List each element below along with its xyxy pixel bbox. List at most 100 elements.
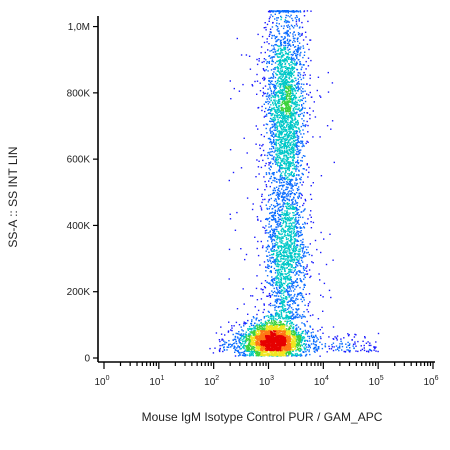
data-point bbox=[277, 142, 280, 145]
data-point bbox=[284, 276, 286, 278]
data-point bbox=[352, 345, 354, 347]
data-point bbox=[277, 282, 279, 284]
data-point bbox=[284, 10, 286, 13]
data-point bbox=[370, 344, 372, 347]
data-point bbox=[294, 203, 296, 205]
data-point bbox=[300, 149, 302, 151]
data-point bbox=[265, 127, 267, 130]
data-point bbox=[275, 219, 277, 221]
data-point bbox=[281, 179, 284, 181]
data-point bbox=[297, 235, 300, 238]
data-point bbox=[274, 135, 276, 137]
data-point bbox=[274, 119, 277, 121]
data-point bbox=[287, 278, 290, 280]
data-point bbox=[273, 138, 275, 141]
data-point bbox=[289, 231, 291, 234]
data-point bbox=[279, 68, 281, 70]
data-point bbox=[274, 93, 276, 96]
data-point bbox=[289, 143, 291, 146]
data-point bbox=[278, 53, 281, 55]
data-point bbox=[285, 76, 287, 79]
data-point bbox=[301, 140, 303, 142]
data-point bbox=[293, 132, 295, 134]
data-point bbox=[275, 44, 277, 46]
data-point bbox=[224, 334, 226, 336]
data-point bbox=[283, 70, 286, 72]
data-point bbox=[282, 158, 284, 160]
data-point bbox=[256, 93, 258, 95]
data-point bbox=[285, 328, 288, 330]
data-point bbox=[287, 104, 289, 106]
data-point bbox=[295, 202, 298, 204]
data-point bbox=[249, 340, 252, 343]
data-point bbox=[281, 247, 283, 250]
data-point bbox=[271, 123, 273, 126]
data-point bbox=[296, 328, 298, 330]
data-point bbox=[274, 51, 277, 53]
data-point bbox=[281, 161, 283, 163]
data-point bbox=[289, 325, 292, 327]
data-point bbox=[304, 208, 306, 210]
data-point bbox=[285, 355, 287, 357]
data-point bbox=[272, 96, 274, 98]
data-point bbox=[299, 347, 301, 349]
data-point bbox=[297, 51, 299, 54]
data-point bbox=[303, 339, 306, 342]
data-point bbox=[272, 157, 275, 159]
data-point bbox=[300, 176, 302, 179]
data-point bbox=[288, 21, 291, 23]
data-point bbox=[281, 257, 283, 260]
data-point bbox=[288, 63, 290, 65]
data-point bbox=[282, 124, 284, 126]
data-point bbox=[301, 21, 303, 24]
data-point bbox=[276, 53, 278, 55]
data-point bbox=[247, 348, 249, 350]
data-point bbox=[283, 77, 286, 80]
data-point bbox=[293, 166, 296, 168]
data-point bbox=[267, 240, 269, 242]
data-point bbox=[266, 217, 268, 220]
data-point bbox=[264, 115, 266, 117]
data-point bbox=[292, 41, 294, 43]
data-point bbox=[349, 347, 351, 349]
data-point bbox=[307, 343, 310, 346]
data-point bbox=[307, 246, 309, 248]
data-point bbox=[301, 112, 303, 115]
data-point bbox=[289, 277, 292, 279]
data-point bbox=[306, 222, 308, 225]
data-point bbox=[288, 300, 290, 302]
data-point bbox=[284, 133, 287, 136]
data-point bbox=[301, 296, 304, 298]
data-point bbox=[330, 348, 333, 350]
data-point bbox=[214, 347, 216, 349]
data-point bbox=[286, 67, 288, 69]
data-point bbox=[296, 346, 298, 349]
data-point bbox=[273, 231, 276, 233]
data-point bbox=[284, 100, 286, 103]
data-point bbox=[279, 11, 281, 14]
data-point bbox=[278, 313, 280, 315]
data-point bbox=[290, 290, 292, 292]
data-point bbox=[306, 333, 308, 335]
data-point bbox=[293, 143, 295, 146]
data-point bbox=[345, 343, 347, 345]
data-point bbox=[241, 343, 243, 345]
data-point bbox=[286, 123, 288, 125]
data-point bbox=[274, 150, 276, 152]
data-point bbox=[291, 138, 294, 140]
data-point bbox=[302, 297, 305, 299]
data-point bbox=[296, 136, 298, 138]
data-point bbox=[273, 91, 275, 93]
data-point bbox=[288, 166, 291, 168]
data-point bbox=[238, 340, 240, 342]
data-point bbox=[331, 82, 334, 84]
data-point bbox=[268, 180, 270, 182]
data-point bbox=[284, 251, 286, 253]
data-point bbox=[280, 153, 283, 155]
data-point bbox=[297, 253, 299, 256]
data-point bbox=[293, 84, 296, 87]
data-point bbox=[296, 83, 298, 85]
data-point bbox=[288, 216, 290, 218]
data-point bbox=[287, 304, 289, 306]
data-point bbox=[274, 304, 276, 306]
